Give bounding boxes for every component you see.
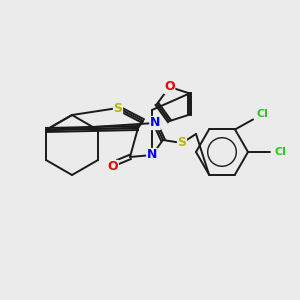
Text: N: N: [150, 116, 160, 130]
Text: O: O: [108, 160, 118, 173]
Text: Cl: Cl: [274, 147, 286, 157]
Text: O: O: [164, 80, 175, 93]
Text: S: S: [113, 101, 122, 115]
Text: Cl: Cl: [256, 110, 268, 119]
Text: N: N: [147, 148, 157, 161]
Text: S: S: [178, 136, 187, 149]
